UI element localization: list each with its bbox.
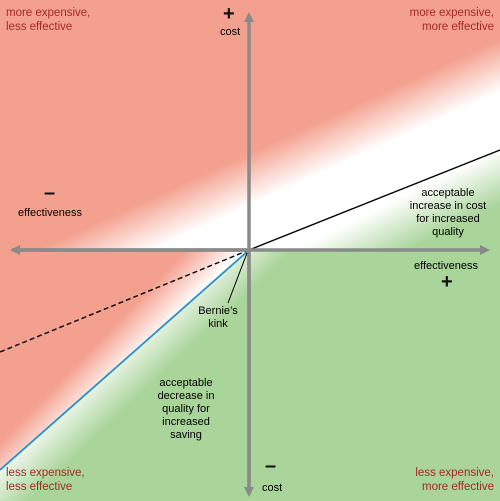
cost-minus-sign: – — [265, 455, 277, 477]
lower-threshold-line — [0, 249, 250, 471]
kink-pointer — [227, 252, 248, 304]
bernies-kink-label: Bernie’s kink — [198, 305, 238, 330]
effectiveness-minus-sign: – — [44, 182, 56, 204]
corner-label-bottom-right: less expensive, more effective — [415, 467, 494, 493]
corner-label-top-left: more expensive, less effective — [6, 7, 91, 33]
effectiveness-label-right: effectiveness — [414, 260, 479, 272]
cost-label-top: cost — [220, 26, 241, 38]
dashed-extension-line — [0, 249, 250, 353]
cost-plus-sign: + — [223, 3, 235, 25]
corner-label-top-right: more expensive, more effective — [409, 7, 494, 33]
cost-label-bottom: cost — [262, 482, 283, 494]
upper-threshold-line — [248, 149, 500, 251]
effectiveness-plus-sign: + — [441, 271, 453, 293]
effectiveness-label-left: effectiveness — [18, 207, 83, 219]
corner-label-bottom-left: less expensive, less effective — [6, 467, 85, 493]
lower-region-annotation: acceptable decrease in quality for incre… — [157, 377, 215, 441]
upper-region-annotation: acceptable increase in cost for increase… — [409, 187, 487, 238]
